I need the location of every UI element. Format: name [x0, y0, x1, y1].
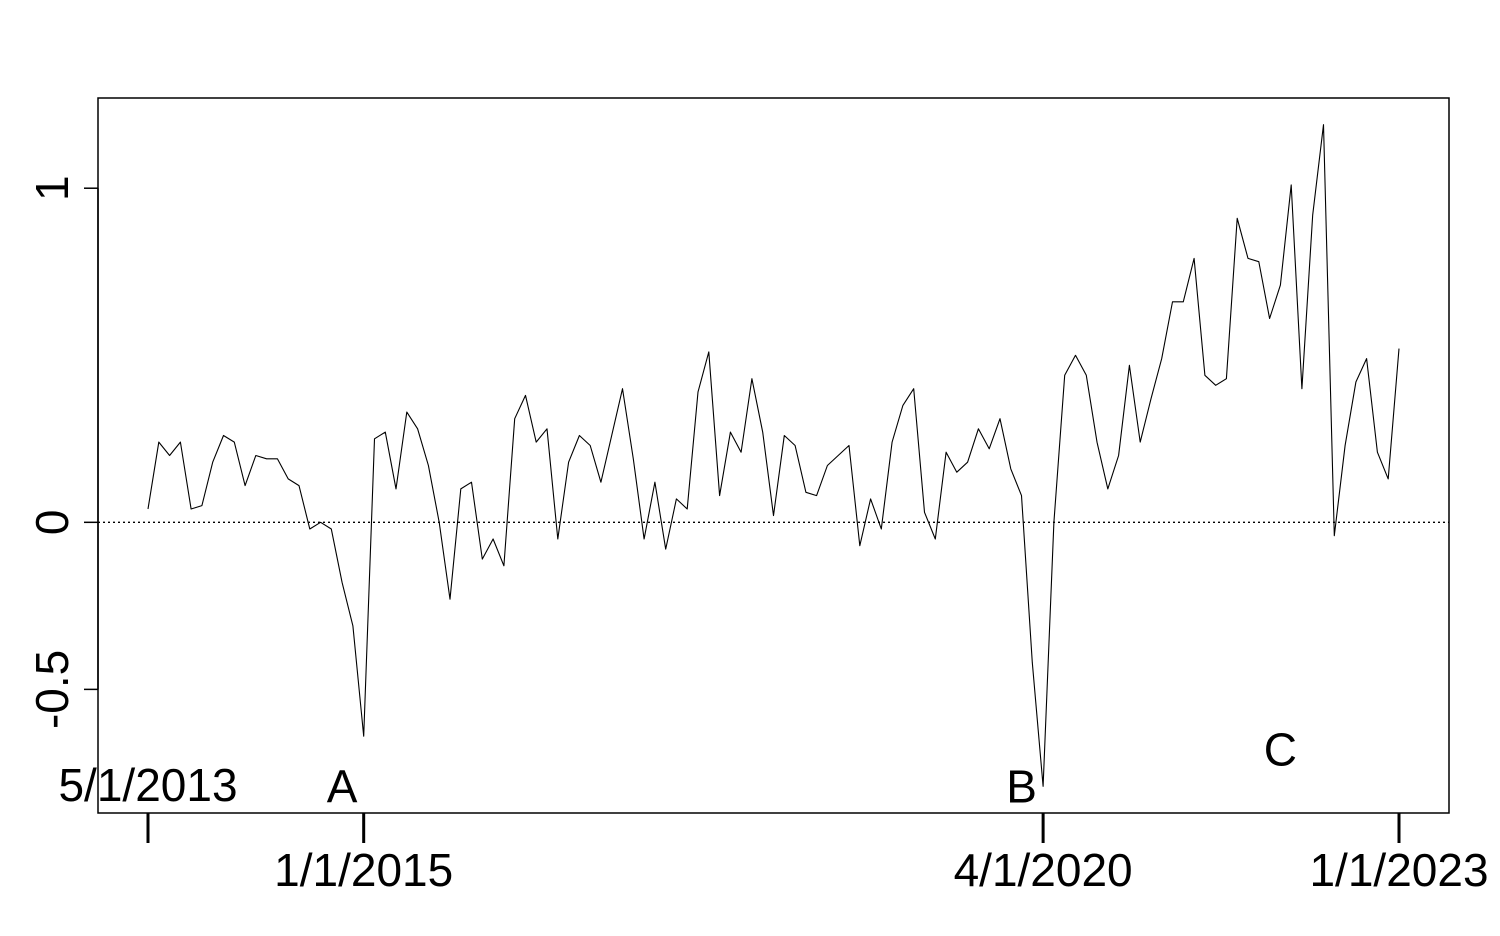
- y-axis: -0.5 0 1: [26, 175, 99, 729]
- series-line: [147, 124, 1400, 787]
- plot-frame: [97, 97, 1450, 814]
- annotations: A B C: [327, 724, 1297, 813]
- x-tick-label: 1/1/2023: [1309, 844, 1488, 896]
- y-tick-label: -0.5: [26, 650, 78, 729]
- x-tick-label: 5/1/2013: [58, 759, 237, 811]
- x-axis: 5/1/2013 1/1/2015 4/1/2020 1/1/2023: [58, 759, 1488, 896]
- y-tick-label: 0: [26, 510, 78, 536]
- annotation-a: A: [327, 760, 358, 812]
- annotation-b: B: [1006, 760, 1037, 812]
- x-tick-label: 4/1/2020: [954, 844, 1133, 896]
- series-layer: [147, 124, 1400, 787]
- x-tick-label: 1/1/2015: [274, 844, 453, 896]
- annotation-c: C: [1264, 724, 1297, 776]
- y-tick-label: 1: [26, 175, 78, 201]
